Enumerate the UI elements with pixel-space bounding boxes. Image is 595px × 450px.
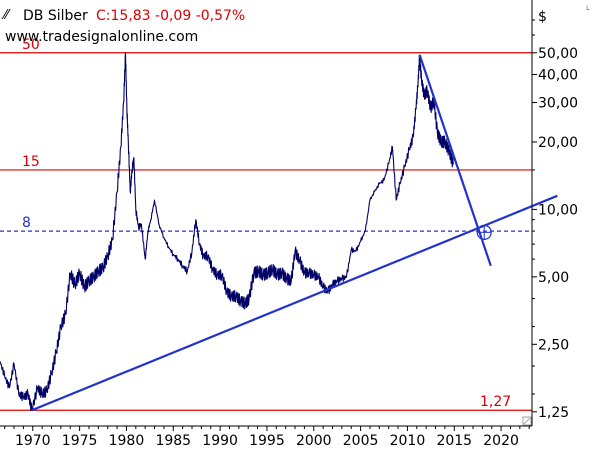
website-label: www.tradesignalonline.com bbox=[5, 29, 198, 45]
x-tick-label-8: 2010 bbox=[390, 433, 426, 449]
y-tick-label-6: 40,00 bbox=[538, 67, 578, 83]
price-series-line-0 bbox=[0, 52, 454, 411]
level-label-0: 50 bbox=[22, 37, 40, 53]
x-tick-label-10: 2020 bbox=[483, 433, 519, 449]
x-tick-label-1: 1975 bbox=[62, 433, 98, 449]
y-tick-label-5: 30,00 bbox=[538, 95, 578, 111]
x-tick-label-7: 2005 bbox=[343, 433, 379, 449]
chart-header: ⁄⁄ DB Silber C:15,83 -0,09 -0,57% www.tr… bbox=[1, 3, 590, 45]
resize-grip-diagonal bbox=[523, 417, 531, 425]
quote-text: C:15,83 -0,09 -0,57% bbox=[96, 8, 245, 24]
x-tick-label-9: 2015 bbox=[436, 433, 472, 449]
x-tick-label-3: 1985 bbox=[155, 433, 191, 449]
y-tick-label-2: 5,00 bbox=[538, 270, 569, 286]
y-tick-label-3: 10,00 bbox=[538, 202, 578, 218]
x-tick-label-5: 1995 bbox=[249, 433, 285, 449]
y-tick-label-7: 50,00 bbox=[538, 46, 578, 62]
instrument-name: DB Silber bbox=[23, 8, 88, 24]
level-label-2: 8 bbox=[22, 215, 31, 231]
trend-line-resistance bbox=[418, 54, 492, 267]
y-tick-label-0: 1,25 bbox=[538, 405, 569, 421]
level-label-1: 15 bbox=[22, 154, 40, 170]
resize-grip-icon bbox=[522, 416, 532, 426]
x-tick-label-0: 1970 bbox=[15, 433, 51, 449]
y-tick-label-1: 2,50 bbox=[538, 337, 569, 353]
x-tick-label-4: 1990 bbox=[202, 433, 238, 449]
instrument-icon: ⁄⁄ bbox=[1, 8, 11, 23]
y-tick-label-4: 20,00 bbox=[538, 135, 578, 151]
currency-symbol: $ bbox=[538, 9, 547, 25]
x-tick-label-2: 1980 bbox=[109, 433, 145, 449]
level-label-3: 1,27 bbox=[480, 394, 511, 410]
trend-layer bbox=[31, 54, 558, 412]
x-tick-label-6: 2000 bbox=[296, 433, 332, 449]
label-layer: 50 15 8 1,27 bbox=[22, 37, 511, 410]
corner-mark: ʟ bbox=[586, 3, 590, 12]
series-layer bbox=[0, 52, 454, 411]
trend-line-support bbox=[31, 194, 558, 412]
axis-layer: 1,25 2,50 5,00 10,00 20,00 30,00 40,00 50,00 197… bbox=[0, 0, 578, 449]
grid-layer bbox=[0, 52, 532, 411]
